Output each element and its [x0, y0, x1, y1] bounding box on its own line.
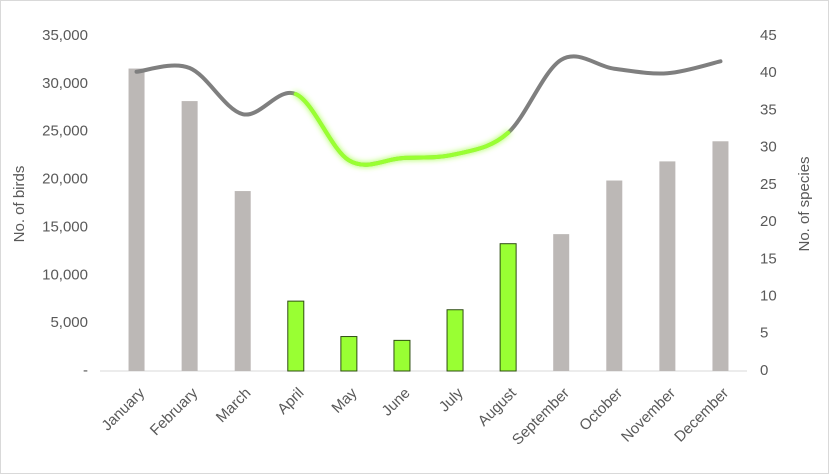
- y2-tick-label: 10: [760, 288, 777, 305]
- y-tick-label: 20,000: [42, 171, 88, 188]
- bar: [606, 180, 623, 371]
- y-tick-label: 30,000: [42, 75, 88, 92]
- y-tick-label: 25,000: [42, 123, 88, 140]
- y2-tick-label: 5: [760, 325, 768, 342]
- y-tick-label: 15,000: [42, 218, 88, 235]
- bar: [234, 191, 251, 371]
- y2-tick-label: 0: [760, 362, 768, 379]
- bar: [128, 68, 145, 372]
- y-axis-title: No. of birds: [11, 166, 28, 243]
- bar: [553, 234, 570, 371]
- y2-tick-label: 25: [760, 176, 777, 193]
- bar: [287, 300, 305, 372]
- y-tick-label: 10,000: [42, 266, 88, 283]
- bar: [181, 101, 198, 371]
- line-highlight: [293, 92, 511, 167]
- y-tick-label: 35,000: [42, 27, 88, 44]
- bar: [499, 243, 517, 372]
- y2-tick-label: 30: [760, 139, 777, 156]
- y2-tick-label: 20: [760, 213, 777, 230]
- bar: [712, 141, 729, 371]
- bar: [446, 309, 464, 372]
- bar: [340, 336, 358, 372]
- bar: [659, 161, 676, 371]
- y-tick-label: -: [83, 362, 88, 379]
- y-tick-label: 5,000: [50, 314, 88, 331]
- y2-tick-label: 45: [760, 27, 777, 44]
- y2-tick-label: 35: [760, 101, 777, 118]
- y2-axis-title: No. of species: [796, 156, 813, 251]
- y2-tick-label: 40: [760, 64, 777, 81]
- y2-tick-label: 15: [760, 250, 777, 267]
- bar: [393, 339, 411, 372]
